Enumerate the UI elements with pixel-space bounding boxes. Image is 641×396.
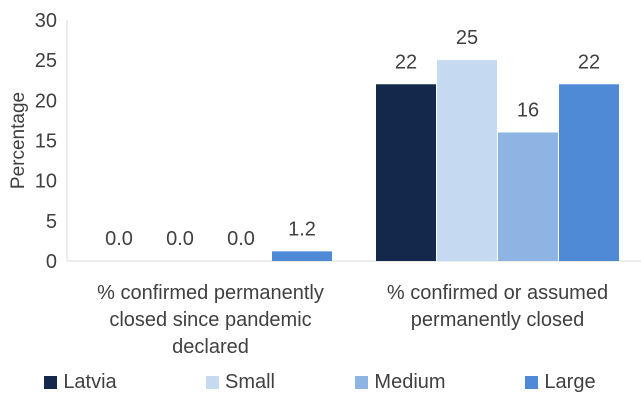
y-tick-label: 25 bbox=[35, 50, 57, 72]
legend-swatch bbox=[44, 375, 58, 389]
data-label: 0.0 bbox=[166, 228, 194, 250]
y-tick-label: 5 bbox=[46, 211, 57, 233]
data-label: 25 bbox=[456, 27, 478, 49]
data-label: 16 bbox=[517, 99, 539, 121]
chart-legend: Latvia Small Medium Large bbox=[0, 370, 641, 394]
legend-label: Small bbox=[224, 370, 275, 393]
y-axis-title: Percentage bbox=[8, 92, 29, 189]
data-label: 0.0 bbox=[105, 228, 133, 250]
legend-label: Large bbox=[544, 370, 596, 393]
legend-label: Medium bbox=[374, 370, 446, 393]
legend-item: Large bbox=[481, 370, 641, 394]
data-label: 0.0 bbox=[227, 228, 255, 250]
legend-swatch bbox=[355, 375, 369, 389]
legend-item: Small bbox=[161, 370, 321, 394]
bar bbox=[376, 84, 436, 262]
data-label: 22 bbox=[395, 51, 417, 73]
x-category-label: permanently closed bbox=[411, 309, 584, 331]
legend-item: Medium bbox=[321, 370, 481, 394]
legend-item: Latvia bbox=[1, 370, 161, 394]
y-tick-label: 10 bbox=[35, 171, 57, 193]
x-category-label: declared bbox=[172, 336, 249, 358]
x-category-label: % confirmed or assumed bbox=[387, 282, 608, 304]
x-category-label: closed since pandemic bbox=[109, 309, 311, 331]
bar-chart: 0 5 10 15 20 25 30 Percentage 0.0 0.0 0.0 1.2 % conf… bbox=[8, 10, 641, 358]
y-tick-label: 15 bbox=[35, 131, 57, 153]
legend-swatch bbox=[205, 375, 219, 389]
y-tick-label: 20 bbox=[35, 90, 57, 112]
x-category-label: % confirmed permanently bbox=[97, 282, 324, 304]
y-tick-label: 30 bbox=[35, 10, 57, 32]
legend-label: Latvia bbox=[63, 370, 117, 393]
legend-swatch bbox=[525, 375, 539, 389]
data-label: 22 bbox=[578, 51, 600, 73]
bar bbox=[498, 132, 558, 261]
bar bbox=[272, 251, 332, 261]
bar bbox=[437, 60, 497, 261]
y-tick-label: 0 bbox=[46, 251, 57, 273]
data-label: 1.2 bbox=[288, 218, 316, 240]
bar bbox=[559, 84, 619, 262]
